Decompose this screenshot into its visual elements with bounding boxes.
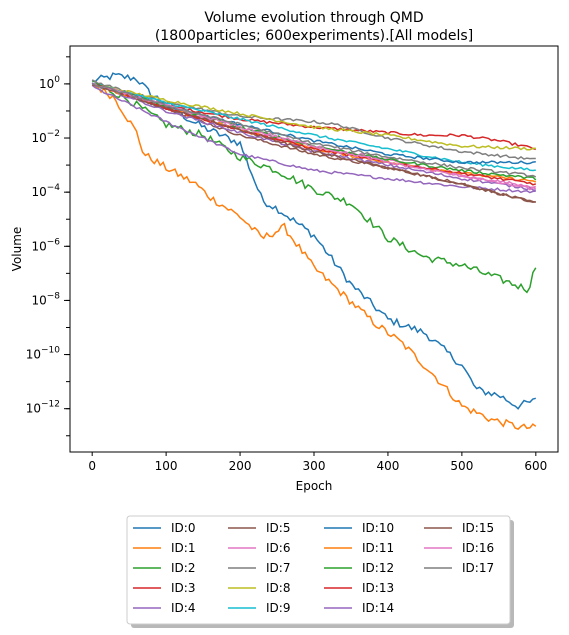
plot-frame: [69, 45, 559, 453]
y-tick-label: 10−10: [26, 346, 61, 362]
y-tick-label: 10−12: [26, 400, 60, 416]
x-tick-label: 300: [303, 459, 326, 473]
legend-label: ID:14: [362, 601, 394, 615]
x-tick-label: 600: [524, 459, 547, 473]
y-tick-label: 10−8: [31, 291, 60, 307]
series-line-id-4: [91, 84, 536, 194]
legend-label: ID:11: [362, 541, 394, 555]
legend-label: ID:7: [266, 561, 290, 575]
legend-label: ID:9: [266, 601, 290, 615]
series-line-id-1: [92, 84, 537, 430]
series-line-id-16: [92, 83, 536, 191]
legend-label: ID:2: [171, 561, 195, 575]
legend-label: ID:5: [266, 521, 290, 535]
series-line-id-0: [91, 72, 536, 410]
x-tick-label: 100: [155, 459, 178, 473]
legend-label: ID:4: [171, 601, 195, 615]
legend-label: ID:8: [266, 581, 290, 595]
series-line-id-13: [92, 84, 537, 186]
series-line-id-14: [91, 82, 536, 191]
legend-label: ID:15: [462, 521, 494, 535]
x-axis-label: Epoch: [296, 479, 333, 493]
legend-label: ID:13: [362, 581, 394, 595]
x-tick-label: 400: [376, 459, 399, 473]
legend-label: ID:10: [362, 521, 394, 535]
x-tick-label: 0: [88, 459, 96, 473]
legend-label: ID:0: [171, 521, 195, 535]
legend-label: ID:12: [362, 561, 394, 575]
legend-label: ID:1: [171, 541, 195, 555]
legend-label: ID:17: [462, 561, 494, 575]
legend-items: ID:0 ID:1 ID:2 ID:3 ID:4 ID:5 ID:6 ID:7 ID:8 ID:9…: [133, 521, 494, 615]
legend-box: [126, 515, 511, 625]
series-lines: [91, 72, 537, 430]
y-tick-label: 10−2: [31, 129, 60, 145]
legend-label: ID:3: [171, 581, 195, 595]
series-line-id-8: [92, 84, 536, 151]
y-axis-label: Volume: [10, 227, 24, 272]
legend-label: ID:6: [266, 541, 290, 555]
legend: ID:0 ID:1 ID:2 ID:3 ID:4 ID:5 ID:6 ID:7 ID:8 ID:9…: [126, 515, 514, 628]
x-ticks: 0 100 200 300 400 500 600: [88, 452, 547, 473]
chart-title-line-2: (1800particles; 600experiments).[All mod…: [155, 28, 473, 44]
x-tick-label: 200: [229, 459, 252, 473]
x-tick-label: 500: [450, 459, 473, 473]
series-line-id-2: [92, 80, 537, 294]
y-tick-label: 100: [39, 75, 60, 91]
series-line-id-17: [91, 83, 537, 178]
legend-label: ID:16: [462, 541, 494, 555]
y-ticks: 100 10−2 10−4 10−6 10−8 10−10 10−12: [26, 56, 70, 437]
chart-title-line-1: Volume evolution through QMD: [204, 10, 423, 26]
y-tick-label: 10−6: [31, 237, 60, 253]
y-tick-label: 10−4: [31, 183, 60, 199]
